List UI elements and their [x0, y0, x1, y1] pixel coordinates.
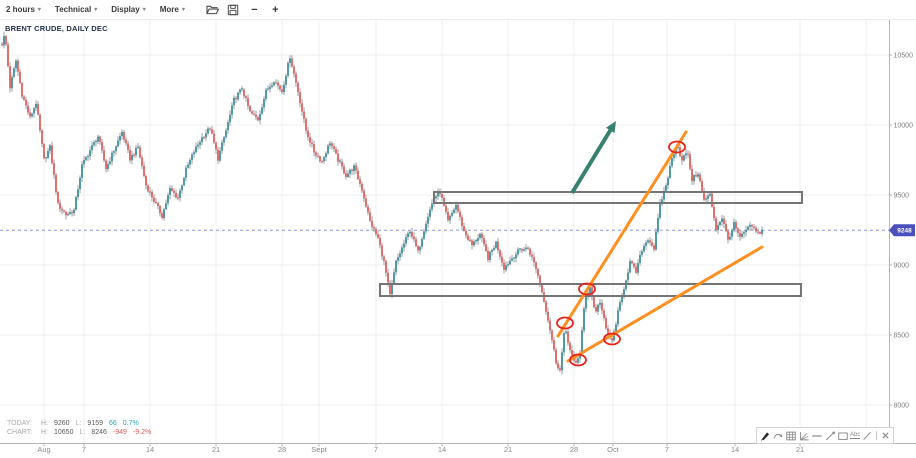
svg-text:8000: 8000 — [894, 402, 910, 409]
display-menu[interactable]: Display ▾ — [111, 5, 152, 14]
chevron-down-icon: ▾ — [142, 7, 146, 13]
rectangle-icon — [838, 432, 848, 440]
legend-chart-low-key: L: — [79, 429, 86, 436]
angle-lines-icon — [800, 431, 809, 440]
open-folder-icon — [206, 5, 219, 15]
touch-point-circle[interactable] — [569, 353, 587, 367]
legend-today-label: TODAY: — [7, 420, 33, 427]
more-menu-label: More — [159, 5, 179, 14]
timeframe-label: 2 hours — [6, 5, 35, 14]
more-menu[interactable]: More ▾ — [160, 5, 192, 14]
trendline-tool-button[interactable] — [824, 429, 836, 443]
svg-text:9000: 9000 — [894, 262, 910, 269]
legend-chart-change: -949 — [112, 429, 127, 436]
chevron-down-icon: ▾ — [94, 7, 98, 13]
legend-today-high-key: H: — [41, 420, 48, 427]
legend-chart-change-pct: -9.2% — [132, 429, 152, 436]
resistance-zone-rectangle[interactable] — [433, 191, 803, 204]
ohlc-legend: TODAY: H: 9260 L: 9159 66 0.7% CHART: H:… — [7, 419, 151, 437]
svg-text:Aug: Aug — [37, 445, 50, 454]
svg-text:10500: 10500 — [894, 52, 914, 59]
svg-text:Oct: Oct — [607, 445, 620, 454]
pen-tool-button[interactable] — [760, 429, 771, 443]
legend-today-change-pct: 0.7% — [122, 420, 139, 427]
legend-today-low-value: 9159 — [87, 420, 103, 427]
minus-icon: − — [251, 3, 258, 16]
lower-channel-trendline[interactable] — [566, 245, 764, 363]
save-chart-button[interactable] — [226, 3, 241, 17]
touch-point-circle[interactable] — [578, 282, 596, 296]
svg-text:8500: 8500 — [894, 332, 910, 339]
svg-text:9248: 9248 — [897, 228, 912, 235]
gann-angles-tool-button[interactable] — [798, 429, 810, 443]
legend-today-high-value: 9260 — [54, 420, 70, 427]
polyline-tool-button[interactable] — [772, 429, 784, 443]
zoom-in-button[interactable]: + — [268, 3, 283, 17]
svg-text:21: 21 — [796, 445, 804, 454]
legend-chart-row: CHART: H: 10650 L: 8246 -949 -9.2% — [7, 428, 151, 437]
grid-icon — [786, 431, 796, 440]
top-toolbar: 2 hours ▾ Technical ▾ Display ▾ More ▾ — [0, 0, 916, 20]
svg-text:28: 28 — [278, 445, 286, 454]
svg-text:14: 14 — [146, 445, 154, 454]
svg-text:14: 14 — [731, 445, 739, 454]
curved-arrow-icon — [773, 433, 783, 439]
drawing-toolbar: Abc — [756, 427, 894, 444]
text-tool-button[interactable]: Abc — [850, 429, 861, 443]
horizontal-line-icon — [812, 434, 822, 437]
symbol-title: BRENT CRUDE, DAILY DEC — [5, 24, 108, 33]
trendline-icon — [825, 430, 835, 440]
time-axis[interactable]: Aug 7 14 21 28 Sept 7 14 21 28 Oct 7 14 21 — [37, 443, 804, 455]
touch-point-circle[interactable] — [603, 332, 621, 346]
text-tool-icon: Abc — [850, 432, 861, 439]
display-menu-label: Display — [111, 5, 140, 14]
legend-chart-low-value: 8246 — [91, 429, 107, 436]
svg-text:21: 21 — [212, 445, 220, 454]
svg-text:9500: 9500 — [894, 192, 910, 199]
current-price-tag: 9248 — [889, 224, 915, 237]
save-icon — [228, 4, 239, 15]
toolbar-separator — [876, 431, 878, 440]
legend-today-row: TODAY: H: 9260 L: 9159 66 0.7% — [7, 419, 151, 428]
ray-tool-button[interactable] — [861, 429, 873, 443]
candlestick-series — [1, 31, 763, 375]
legend-chart-high-value: 10650 — [54, 429, 74, 436]
chevron-down-icon: ▾ — [181, 7, 185, 13]
svg-text:7: 7 — [82, 445, 86, 454]
legend-today-low-key: L: — [75, 420, 82, 427]
chevron-down-icon: ▾ — [37, 7, 41, 13]
legend-today-change: 66 — [109, 420, 117, 427]
technical-menu-label: Technical — [54, 5, 92, 14]
svg-text:21: 21 — [504, 445, 512, 454]
svg-text:14: 14 — [438, 445, 446, 454]
toolbar-icon-group: − + — [205, 3, 283, 17]
touch-point-circle[interactable] — [556, 316, 574, 330]
close-icon — [881, 432, 889, 439]
open-folder-button[interactable] — [205, 3, 220, 17]
price-axis[interactable]: 10500 10000 9500 9000 8500 8000 — [889, 52, 913, 409]
close-toolbar-button[interactable] — [880, 429, 890, 443]
horizontal-line-tool-button[interactable] — [811, 429, 823, 443]
grid-tool-button[interactable] — [785, 429, 797, 443]
rectangle-tool-button[interactable] — [837, 429, 849, 443]
plus-icon: + — [272, 3, 279, 16]
technical-menu[interactable]: Technical ▾ — [55, 5, 104, 14]
steep-trendline[interactable] — [556, 130, 688, 338]
svg-text:28: 28 — [570, 445, 578, 454]
timeframe-dropdown[interactable]: 2 hours ▾ — [6, 5, 48, 14]
zoom-out-button[interactable]: − — [247, 3, 262, 17]
legend-chart-high-key: H: — [41, 429, 48, 436]
slash-icon — [863, 431, 872, 440]
touch-point-circle[interactable] — [668, 140, 686, 154]
svg-text:7: 7 — [665, 445, 669, 454]
pen-icon — [761, 432, 770, 441]
axes — [0, 20, 916, 444]
svg-text:10000: 10000 — [894, 122, 914, 129]
svg-text:7: 7 — [374, 445, 378, 454]
breakout-arrow[interactable] — [570, 121, 616, 195]
legend-chart-label: CHART: — [7, 429, 33, 436]
svg-text:Sept: Sept — [311, 445, 327, 454]
